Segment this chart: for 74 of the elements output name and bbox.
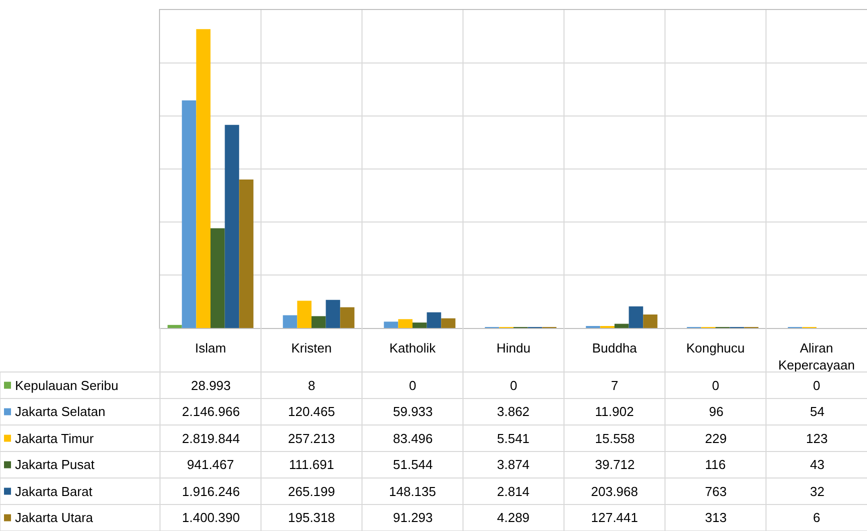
data-label: 8 <box>308 378 316 393</box>
x-tick-label: Buddha <box>592 340 638 356</box>
data-label: 39.712 <box>595 457 635 472</box>
data-label: 148.135 <box>389 484 436 499</box>
x-tick-label: Hindu <box>496 340 530 356</box>
data-label: 83.496 <box>393 431 433 446</box>
data-label: 123 <box>806 431 828 446</box>
bar <box>196 29 210 328</box>
x-tick-label: Islam <box>194 340 226 356</box>
bar <box>412 322 427 328</box>
bar <box>210 228 225 328</box>
legend-label: Jakarta Timur <box>15 431 94 446</box>
data-label: 43 <box>810 457 824 472</box>
x-tick-label: Konghucu <box>686 340 745 356</box>
data-label: 7 <box>611 378 618 393</box>
bar <box>628 306 644 328</box>
bar <box>326 300 340 328</box>
data-label: 2.819.844 <box>182 431 240 446</box>
bar <box>282 315 298 328</box>
data-label: 127.441 <box>591 510 638 525</box>
data-label: 116 <box>705 457 726 472</box>
bar <box>224 124 240 328</box>
data-label: 6 <box>813 510 820 525</box>
data-label: 203.968 <box>591 484 638 499</box>
x-tick-label: Kristen <box>291 340 332 356</box>
data-label: 4.289 <box>497 510 530 525</box>
data-label: 0 <box>712 378 720 393</box>
data-label: 2.146.966 <box>182 404 240 419</box>
data-label: 0 <box>409 378 416 393</box>
data-label: 2.814 <box>497 484 530 499</box>
data-label: 96 <box>709 404 724 419</box>
data-label: 229 <box>705 431 727 446</box>
bar <box>398 319 412 328</box>
data-label: 763 <box>705 484 727 499</box>
data-label: 32 <box>810 484 824 499</box>
data-label: 195.318 <box>288 510 335 525</box>
data-label: 1.916.246 <box>182 484 240 499</box>
data-label: 120.465 <box>288 404 335 419</box>
bar <box>239 180 254 328</box>
bar <box>182 100 196 328</box>
data-label: 28.993 <box>191 378 231 393</box>
bar <box>643 314 658 328</box>
data-label: 91.293 <box>393 510 433 525</box>
legend-label: Jakarta Selatan <box>15 404 106 419</box>
bar <box>297 300 312 328</box>
data-label: 59.933 <box>393 404 433 419</box>
bar <box>441 318 456 328</box>
x-tick-label: Aliran Kepercayaan <box>778 340 855 372</box>
data-label: 111.691 <box>289 457 334 472</box>
x-tick-label: Katholik <box>389 340 436 356</box>
data-label: 3.862 <box>497 404 530 419</box>
data-label: 51.544 <box>393 457 433 472</box>
data-label: 15.558 <box>595 431 635 446</box>
legend-label: Jakarta Barat <box>15 484 93 499</box>
bar <box>168 324 182 328</box>
data-label: 257.213 <box>288 431 335 446</box>
data-label: 941.467 <box>187 457 234 472</box>
data-label: 54 <box>810 404 824 419</box>
data-label: 3.874 <box>497 457 530 472</box>
data-label: 0 <box>510 378 518 393</box>
legend-label: Kepulauan Seribu <box>15 378 118 393</box>
data-label: 11.902 <box>595 404 634 419</box>
legend-label: Jakarta Utara <box>15 510 94 525</box>
data-label: 5.541 <box>497 431 530 446</box>
data-label: 313 <box>705 510 727 525</box>
bar <box>614 324 629 328</box>
data-label: 0 <box>813 378 820 393</box>
legend-label: Jakarta Pusat <box>15 457 95 472</box>
data-label: 1.400.390 <box>182 510 240 525</box>
bar <box>340 307 354 328</box>
data-label: 265.199 <box>288 484 335 499</box>
bar <box>426 312 442 328</box>
bar <box>384 322 398 328</box>
bar <box>312 316 326 328</box>
